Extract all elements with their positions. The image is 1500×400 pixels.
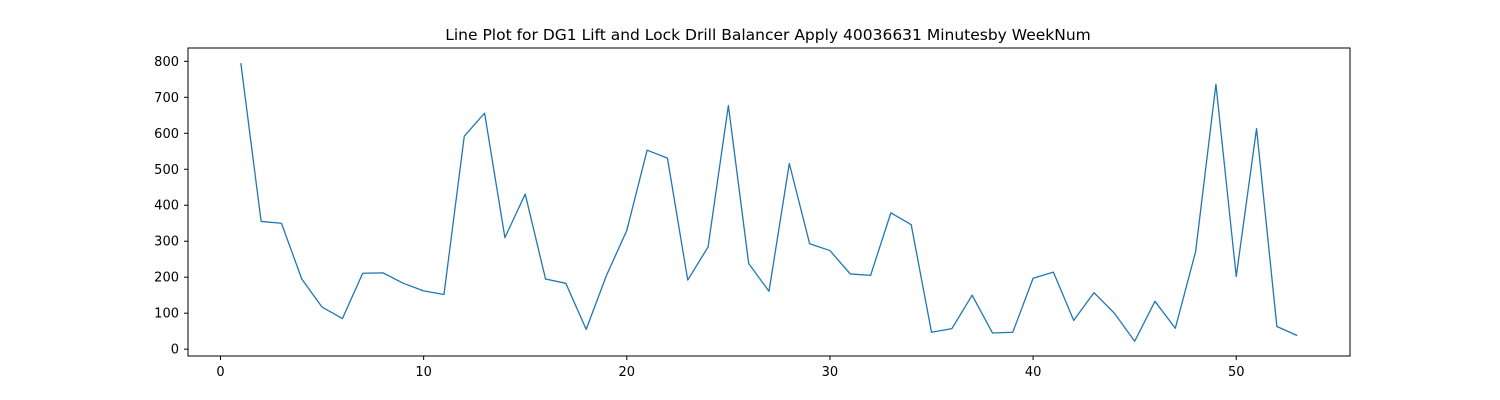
y-tick-label: 700 bbox=[154, 91, 179, 106]
y-tick-label: 400 bbox=[154, 199, 179, 214]
series-line bbox=[240, 63, 1298, 342]
x-tick-label: 40 bbox=[1025, 365, 1042, 380]
y-tick-label: 500 bbox=[154, 163, 179, 178]
y-tick-label: 0 bbox=[171, 343, 179, 358]
x-tick-label: 20 bbox=[619, 365, 636, 380]
y-tick-label: 300 bbox=[154, 235, 179, 250]
y-tick-label: 600 bbox=[154, 127, 179, 142]
axes-frame bbox=[187, 47, 1351, 357]
x-tick-label: 50 bbox=[1228, 365, 1245, 380]
x-tick-label: 0 bbox=[216, 365, 224, 380]
y-tick-label: 100 bbox=[154, 307, 179, 322]
y-tick-label: 200 bbox=[154, 271, 179, 286]
y-tick-label: 800 bbox=[154, 55, 179, 70]
x-tick-label: 10 bbox=[415, 365, 432, 380]
plot-area bbox=[240, 63, 1298, 342]
chart-title: Line Plot for DG1 Lift and Lock Drill Ba… bbox=[445, 26, 1091, 44]
x-tick-label: 30 bbox=[822, 365, 839, 380]
